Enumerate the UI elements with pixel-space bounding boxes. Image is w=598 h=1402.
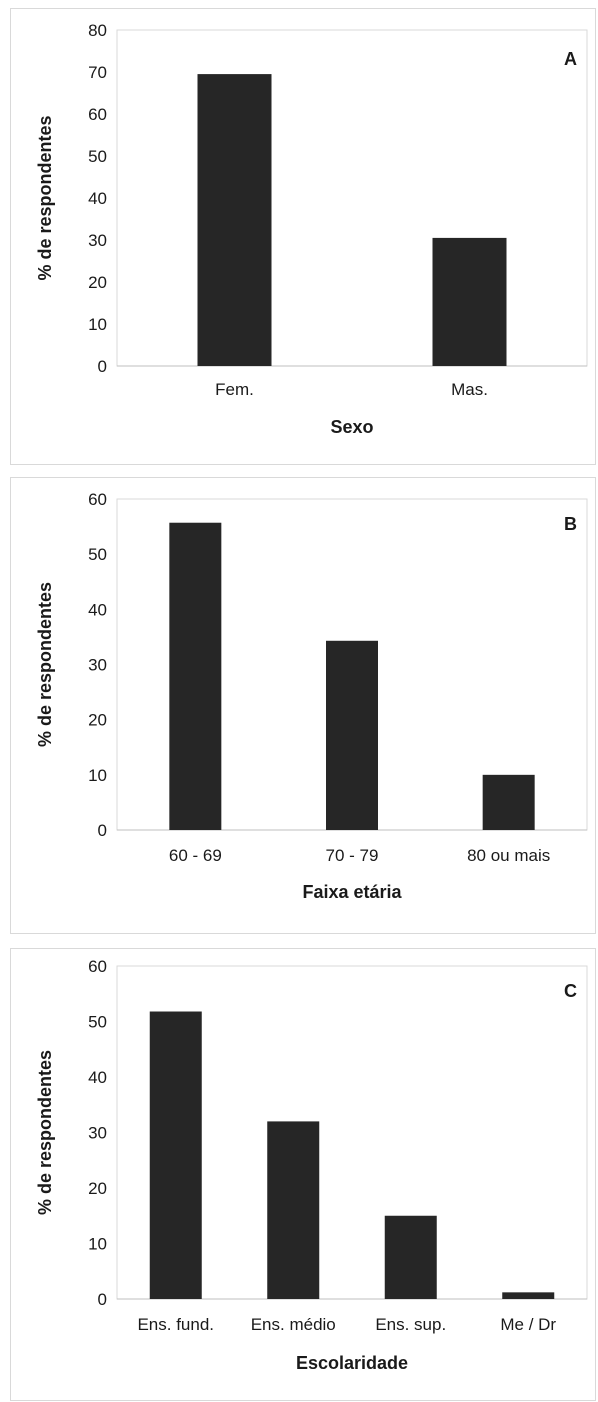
bar (169, 522, 222, 830)
y-tick-label: 20 (88, 273, 107, 292)
plot-area (116, 29, 588, 367)
category-label: Ens. fund. (137, 1315, 214, 1334)
category-label: Me / Dr (500, 1315, 556, 1334)
y-tick-label: 50 (88, 147, 107, 166)
y-axis-title: % de respondentes (35, 1050, 55, 1215)
y-axis-title: % de respondentes (35, 582, 55, 747)
y-tick-label: 60 (88, 490, 107, 509)
bar (267, 1121, 320, 1299)
y-tick-label: 10 (88, 1235, 107, 1254)
x-axis-title: Sexo (330, 417, 373, 437)
bar (326, 640, 378, 830)
y-tick-label: 10 (88, 315, 107, 334)
y-tick-label: 40 (88, 189, 107, 208)
y-tick-label: 20 (88, 711, 107, 730)
panel-label: C (564, 981, 577, 1001)
y-tick-label: 30 (88, 656, 107, 675)
category-label: 80 ou mais (467, 846, 550, 865)
y-tick-label: 0 (98, 357, 107, 376)
chart-c: 0 10 20 30 40 50 60 Ens. fund. Ens. médio Ens. su… (35, 957, 588, 1373)
y-tick-label: 40 (88, 1068, 107, 1087)
y-tick-label: 50 (88, 545, 107, 564)
category-label: Mas. (451, 380, 488, 399)
chart-b: 0 10 20 30 40 50 60 60 - 69 70 - 79 80 ou mais Fai… (35, 490, 588, 902)
y-tick-label: 80 (88, 21, 107, 40)
chart-panel-b: 0 10 20 30 40 50 60 60 - 69 70 - 79 80 ou mais Fai… (10, 477, 596, 934)
x-axis-title: Faixa etária (302, 882, 402, 902)
category-label: Fem. (215, 380, 254, 399)
y-tick-label: 30 (88, 1124, 107, 1143)
y-tick-label: 30 (88, 231, 107, 250)
bar (384, 1215, 437, 1299)
y-tick-label: 0 (98, 821, 107, 840)
bar (502, 1292, 555, 1299)
category-label: 60 - 69 (169, 846, 222, 865)
y-tick-label: 0 (98, 1290, 107, 1309)
y-tick-label: 10 (88, 766, 107, 785)
y-tick-label: 60 (88, 105, 107, 124)
category-label: 70 - 79 (326, 846, 379, 865)
y-tick-label: 60 (88, 957, 107, 976)
bar (482, 774, 535, 830)
bar (149, 1011, 202, 1299)
x-axis-title: Escolaridade (296, 1353, 408, 1373)
category-label: Ens. sup. (375, 1315, 446, 1334)
chart-panel-c: 0 10 20 30 40 50 60 Ens. fund. Ens. médio Ens. su… (10, 948, 596, 1401)
panel-label: B (564, 514, 577, 534)
bar (197, 74, 272, 366)
y-tick-label: 40 (88, 600, 107, 619)
y-axis-title: % de respondentes (35, 115, 55, 280)
category-label: Ens. médio (251, 1315, 336, 1334)
chart-panel-a: 0 10 20 30 40 50 60 70 80 Fem. Mas. Sexo % de respon… (10, 8, 596, 465)
y-tick-label: 70 (88, 63, 107, 82)
y-tick-label: 20 (88, 1179, 107, 1198)
panel-label: A (564, 49, 577, 69)
y-tick-label: 50 (88, 1013, 107, 1032)
chart-a: 0 10 20 30 40 50 60 70 80 Fem. Mas. Sexo % de respon… (35, 21, 588, 437)
bar (432, 237, 507, 366)
